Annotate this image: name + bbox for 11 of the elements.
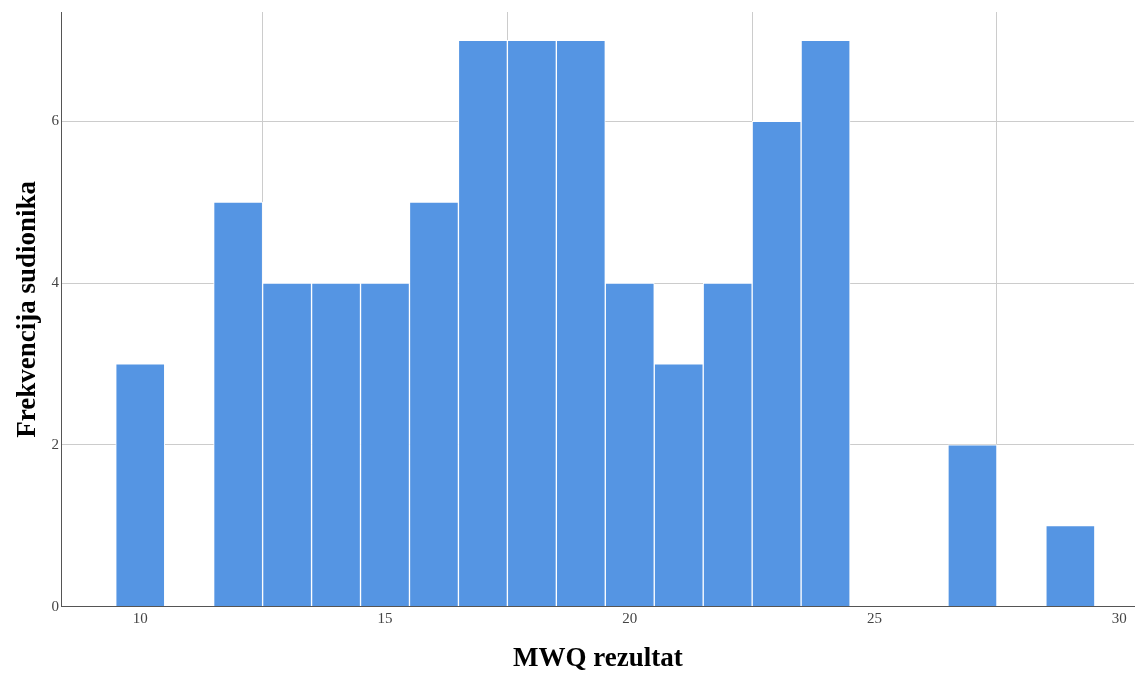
y-tick-label: 6 — [51, 112, 60, 129]
y-axis-title: Frekvencija sudionika — [11, 180, 42, 438]
y-tick-label: 0 — [51, 597, 59, 614]
y-tick-label: 4 — [51, 273, 60, 290]
x-tick-label: 15 — [377, 609, 393, 626]
x-axis-title: MWQ rezultat — [513, 641, 683, 672]
x-tick-label: 20 — [622, 609, 638, 626]
x-tick-label: 10 — [132, 609, 148, 626]
x-tick-label: 30 — [1111, 609, 1127, 626]
y-tick-label: 2 — [51, 435, 59, 452]
x-tick-label: 25 — [867, 609, 883, 626]
